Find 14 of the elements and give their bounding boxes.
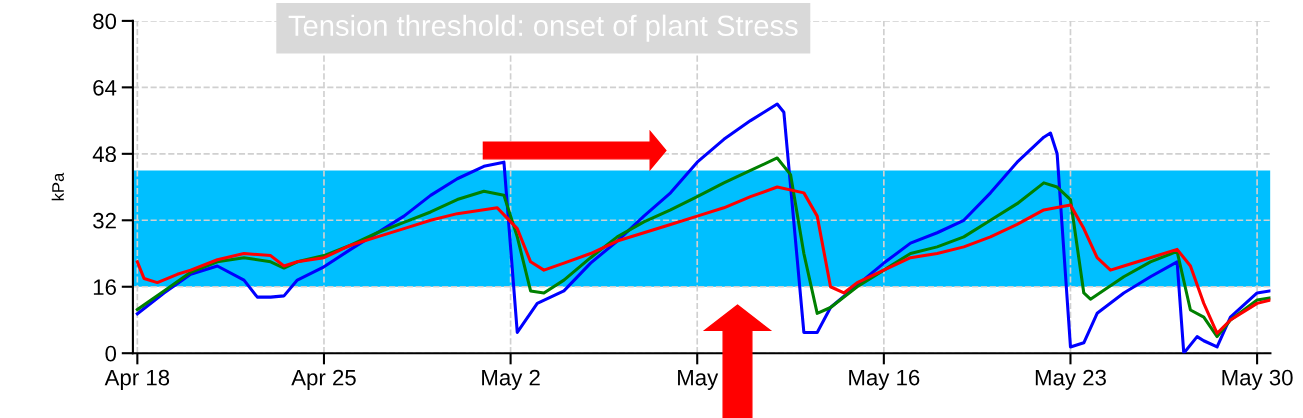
x-tick-label: May 2 <box>482 369 540 390</box>
x-tick-label: May 30 <box>1222 369 1293 390</box>
x-tick-label: May 16 <box>849 369 920 390</box>
y-tick-label: 16 <box>93 279 116 296</box>
x-tick-label: May 23 <box>1035 369 1106 390</box>
y-tick-label: 32 <box>93 212 116 229</box>
y-tick-label: 80 <box>93 13 117 30</box>
y-tick-label: 0 <box>105 345 117 362</box>
y-axis-title: kPa <box>51 172 64 201</box>
x-tick-label: Apr 25 <box>291 369 356 390</box>
y-tick-label: 48 <box>92 146 116 163</box>
x-tick-label: Apr 18 <box>104 369 170 390</box>
y-tick-label: 64 <box>93 79 117 96</box>
x-tick-label: May <box>678 370 719 390</box>
